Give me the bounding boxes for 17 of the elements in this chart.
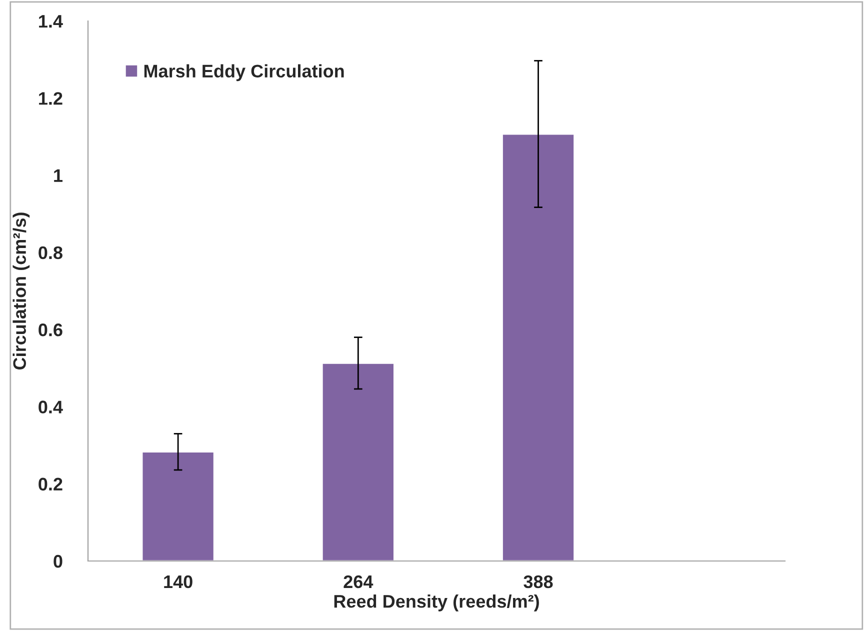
x-tick-label: 140 — [164, 575, 192, 588]
bar — [141, 451, 215, 561]
bar — [321, 362, 395, 561]
y-tick-label: 0.6 — [38, 324, 62, 336]
legend-label: Marsh Eddy Circulation — [144, 64, 344, 82]
y-tick-label: 0 — [54, 554, 62, 568]
x-axis-title: Reed Density (reeds/m²) — [334, 594, 539, 612]
y-tick-label: 1 — [54, 169, 62, 182]
y-tick-label: 0.2 — [38, 478, 62, 491]
x-tick-label: 264 — [344, 575, 374, 588]
x-tick-label: 388 — [524, 575, 553, 588]
bar — [502, 133, 575, 561]
y-tick-label: 1.2 — [39, 92, 62, 105]
y-tick-label: 0.4 — [38, 400, 63, 414]
y-axis-title: Circulation (cm²/s) — [12, 212, 30, 370]
y-tick-label: 1.4 — [39, 15, 63, 28]
y-tick-label: 0.8 — [38, 246, 62, 260]
